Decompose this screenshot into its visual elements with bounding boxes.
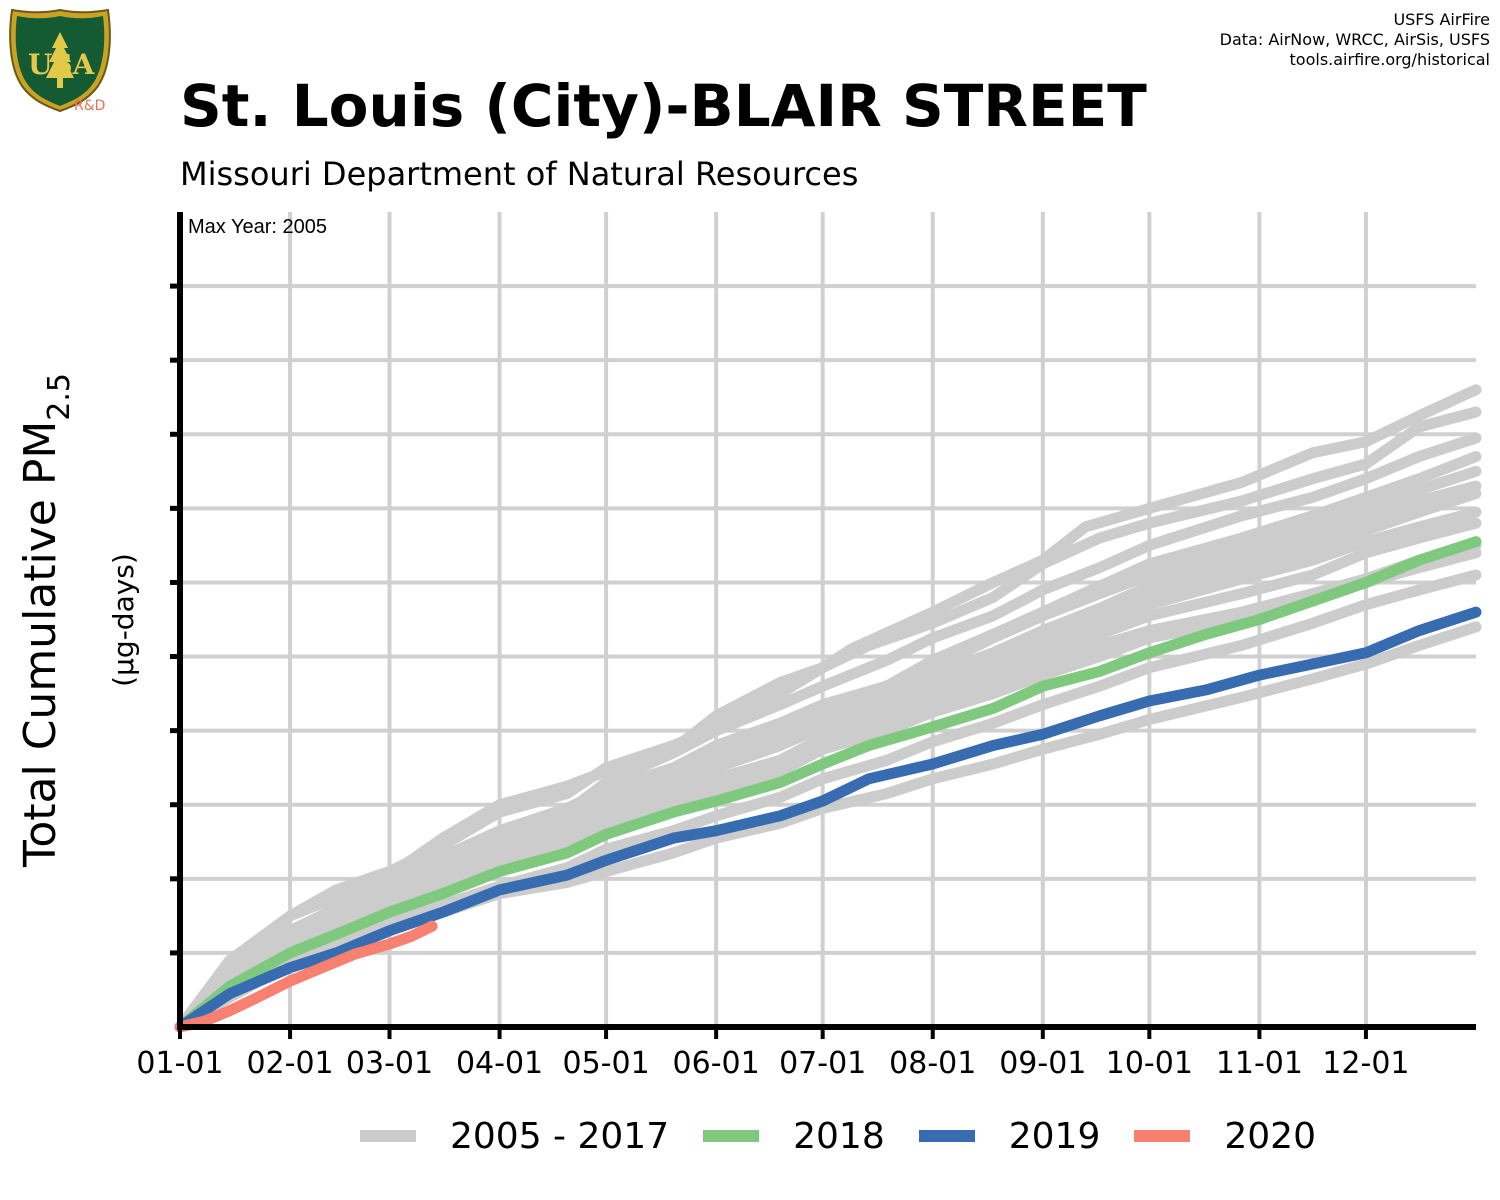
legend-swatch-2018 bbox=[703, 1130, 760, 1142]
logo-letters-left: USA bbox=[28, 48, 96, 81]
legend: 2005 - 2017 2018 2019 2020 bbox=[360, 1112, 1350, 1160]
historical-line-4 bbox=[174, 465, 1482, 1033]
credits: USFS AirFire Data: AirNow, WRCC, AirSis,… bbox=[1220, 10, 1490, 70]
historical-lines bbox=[174, 384, 1482, 1033]
legend-item-2018: 2018 bbox=[703, 1116, 885, 1157]
legend-label-2019: 2019 bbox=[1008, 1115, 1101, 1157]
y-axis-title-subscript: 2.5 bbox=[42, 373, 77, 421]
svg-text:Total Cumulative PM2.5: Total Cumulative PM2.5 bbox=[15, 373, 77, 868]
x-tick-label-9: 10-01 bbox=[1106, 1046, 1193, 1081]
credit-line-3: tools.airfire.org/historical bbox=[1289, 50, 1490, 69]
legend-swatch-historical bbox=[360, 1130, 416, 1142]
axes bbox=[170, 212, 1476, 1039]
x-tick-label-7: 08-01 bbox=[889, 1046, 976, 1081]
credit-line-2: Data: AirNow, WRCC, AirSis, USFS bbox=[1219, 30, 1490, 49]
rd-label: R&D bbox=[74, 98, 106, 114]
legend-swatch-2020 bbox=[1134, 1130, 1191, 1142]
legend-swatch-2019 bbox=[918, 1130, 975, 1142]
historical-line-6 bbox=[174, 488, 1482, 1033]
legend-item-historical: 2005 - 2017 bbox=[360, 1116, 669, 1157]
legend-item-2020: 2020 bbox=[1134, 1116, 1316, 1157]
legend-label-2018: 2018 bbox=[793, 1115, 885, 1157]
x-tick-label-3: 04-01 bbox=[456, 1046, 543, 1081]
highlight-lines bbox=[174, 536, 1482, 1033]
max-year-annotation: Max Year: 2005 bbox=[188, 216, 327, 238]
x-tick-label-8: 09-01 bbox=[999, 1046, 1086, 1081]
historical-line-1 bbox=[174, 406, 1482, 1033]
y-axis-units: (µg-days) bbox=[107, 553, 140, 687]
series-line-2019 bbox=[174, 606, 1482, 1033]
y-axis-title: Total Cumulative PM2.5 bbox=[15, 373, 77, 868]
x-tick-label-6: 07-01 bbox=[779, 1046, 866, 1081]
historical-line-11 bbox=[174, 569, 1482, 1033]
historical-line-10 bbox=[174, 547, 1482, 1033]
legend-label-historical: 2005 - 2017 bbox=[450, 1115, 670, 1157]
chart-title: St. Louis (City)-BLAIR STREET bbox=[180, 72, 1147, 140]
chart-subtitle: Missouri Department of Natural Resources bbox=[180, 155, 859, 193]
credit-line-1: USFS AirFire bbox=[1393, 10, 1490, 29]
x-tick-label-4: 05-01 bbox=[562, 1046, 649, 1081]
x-tick-label-0: 01-01 bbox=[136, 1046, 223, 1081]
x-tick-label-11: 12-01 bbox=[1322, 1046, 1409, 1081]
series-line-2020 bbox=[174, 920, 438, 1033]
x-tick-labels: 01-01 02-01 03-01 04-01 05-01 06-01 07-01 08-01… bbox=[136, 1046, 1409, 1081]
x-tick-label-2: 03-01 bbox=[346, 1046, 433, 1081]
usfs-shield-logo: USA bbox=[9, 8, 111, 112]
x-tick-label-5: 06-01 bbox=[673, 1046, 760, 1081]
historical-line-9 bbox=[174, 539, 1482, 1033]
x-tick-label-10: 11-01 bbox=[1216, 1046, 1303, 1081]
series-line-2018 bbox=[174, 536, 1482, 1033]
x-tick-label-1: 02-01 bbox=[246, 1046, 333, 1081]
legend-item-2019: 2019 bbox=[918, 1115, 1101, 1157]
legend-label-2020: 2020 bbox=[1224, 1115, 1316, 1157]
y-axis-title-main: Total Cumulative PM bbox=[15, 421, 66, 868]
